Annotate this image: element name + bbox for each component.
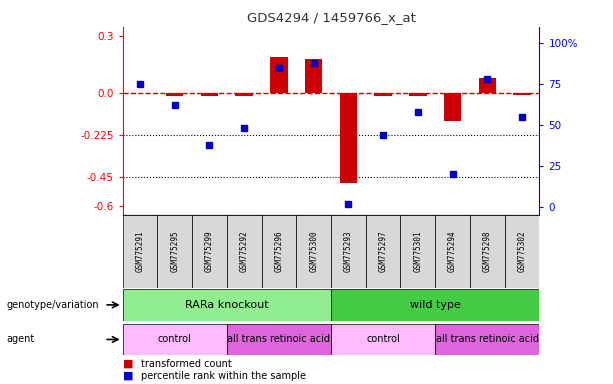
- Bar: [375, 93, 392, 96]
- Text: GSM775292: GSM775292: [240, 231, 249, 272]
- Bar: [123, 324, 227, 355]
- Bar: [331, 289, 539, 321]
- Text: all trans retinoic acid: all trans retinoic acid: [436, 334, 539, 344]
- Bar: [366, 215, 400, 288]
- Text: transformed count: transformed count: [141, 359, 232, 369]
- Text: control: control: [158, 334, 192, 344]
- Bar: [479, 78, 496, 93]
- Bar: [400, 215, 435, 288]
- Bar: [340, 93, 357, 183]
- Bar: [513, 93, 531, 94]
- Text: GSM775295: GSM775295: [170, 231, 179, 272]
- Text: GSM775300: GSM775300: [309, 231, 318, 272]
- Text: GSM775297: GSM775297: [379, 231, 387, 272]
- Bar: [123, 215, 158, 288]
- Text: GSM775296: GSM775296: [275, 231, 283, 272]
- Bar: [201, 93, 218, 96]
- Bar: [331, 215, 366, 288]
- Bar: [444, 93, 461, 121]
- Text: GSM775298: GSM775298: [483, 231, 492, 272]
- Text: RARa knockout: RARa knockout: [185, 300, 268, 310]
- Bar: [435, 215, 470, 288]
- Text: percentile rank within the sample: percentile rank within the sample: [141, 371, 306, 381]
- Bar: [192, 215, 227, 288]
- Text: ■: ■: [123, 371, 133, 381]
- Bar: [123, 289, 331, 321]
- Bar: [235, 93, 253, 96]
- Bar: [262, 215, 296, 288]
- Bar: [158, 215, 192, 288]
- Text: wild type: wild type: [410, 300, 460, 310]
- Bar: [305, 59, 322, 93]
- Bar: [409, 93, 427, 96]
- Text: GSM775301: GSM775301: [413, 231, 422, 272]
- Bar: [227, 324, 331, 355]
- Bar: [435, 324, 539, 355]
- Text: agent: agent: [6, 334, 34, 344]
- Bar: [227, 215, 262, 288]
- Text: all trans retinoic acid: all trans retinoic acid: [227, 334, 330, 344]
- Text: GSM775291: GSM775291: [135, 231, 145, 272]
- Text: GSM775294: GSM775294: [448, 231, 457, 272]
- Bar: [296, 215, 331, 288]
- Bar: [166, 93, 183, 96]
- Text: ■: ■: [123, 359, 133, 369]
- Text: GSM775299: GSM775299: [205, 231, 214, 272]
- Bar: [331, 324, 435, 355]
- Bar: [270, 57, 287, 93]
- Text: GDS4294 / 1459766_x_at: GDS4294 / 1459766_x_at: [246, 12, 416, 25]
- Bar: [470, 215, 504, 288]
- Text: GSM775302: GSM775302: [517, 231, 527, 272]
- Text: genotype/variation: genotype/variation: [6, 300, 99, 310]
- Bar: [504, 215, 539, 288]
- Text: control: control: [366, 334, 400, 344]
- Text: GSM775293: GSM775293: [344, 231, 353, 272]
